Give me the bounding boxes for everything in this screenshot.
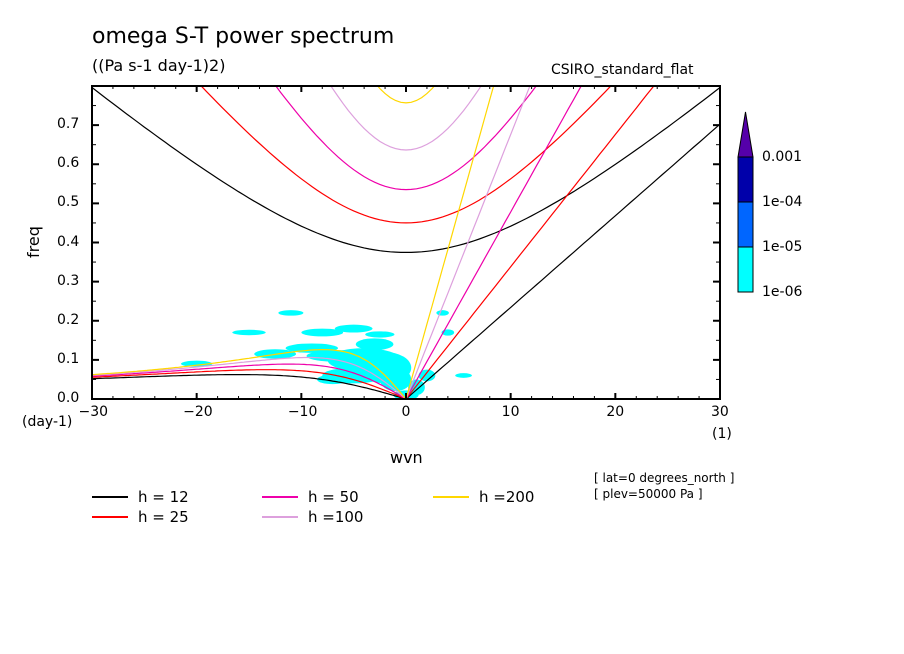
colorbar-label-0.001: 0.001 [762,149,803,165]
rossby-curve [92,348,407,399]
legend-swatch [92,496,128,498]
y-axis-label: freq [24,226,43,258]
dataset-label: CSIRO_standard_flat [551,62,694,78]
y-axis-units: (day-1) [22,414,73,430]
chart-title: omega S-T power spectrum [92,24,395,49]
legend-h100: h =100 [262,508,363,526]
y-tick-label: 0.4 [57,233,80,250]
legend-h12: h = 12 [92,488,189,506]
contour-region [455,373,472,378]
colorbar-label-1e-06: 1e-06 [762,284,803,300]
contour-region [365,331,395,338]
contour-region [317,374,349,385]
x-tick-label: 0 [401,404,411,420]
x-tick-label: −20 [183,404,213,420]
inertia-gravity-curve [330,86,482,151]
contour-region [180,360,213,367]
inertia-gravity-curve [92,87,720,253]
y-tick-label: 0.1 [57,350,80,367]
legend-label: h = 12 [138,488,189,506]
colorbar-extend-triangle [737,111,754,158]
inertia-gravity-curve [200,86,612,224]
contour-region [301,328,344,337]
contour-region [379,367,412,392]
y-tick-label: 0.3 [57,272,80,289]
y-tick-label: 0.6 [57,155,80,172]
x-tick-label: 30 [711,404,729,420]
y-tick-label: 0.7 [57,116,80,133]
inertia-gravity-curve [376,86,436,104]
legend-swatch [262,516,298,518]
kelvin-curve [405,123,720,399]
colorbar-label-1e-05: 1e-05 [762,239,803,255]
dispersion-curves [92,86,720,399]
legend-label: h =200 [479,488,535,506]
annotation-plev: [ plev=50000 Pa ] [594,487,703,501]
contour-layer [180,310,472,399]
colorbar-segment [737,246,754,293]
legend-swatch [433,496,469,498]
rossby-curve [92,369,407,399]
y-tick-label: 0.5 [57,194,80,211]
contour-region [334,324,373,333]
rossby-curve [92,363,407,399]
x-tick-label: 20 [606,404,625,420]
contour-region [436,310,449,316]
colorbar-label-1e-04: 1e-04 [762,194,803,210]
plot-frame [91,85,721,400]
legend-h25: h = 25 [92,508,189,526]
contour-region [278,310,304,316]
legend-h50: h = 50 [262,488,359,506]
legend-label: h =100 [308,508,364,526]
legend-label: h = 50 [308,488,359,506]
x-axis-label: wvn [390,448,423,467]
colorbar-segment [737,156,754,203]
contour-region [355,338,394,351]
y-tick-label: 0.0 [57,390,80,406]
kelvin-curve [405,86,495,399]
x-tick-label: 10 [501,404,520,420]
rossby-curve [92,374,407,399]
x-axis-units: (1) [712,426,732,442]
annotation-lat: [ lat=0 degrees_north ] [594,471,735,485]
kelvin-curve [405,86,655,399]
x-tick-label: −30 [78,404,109,420]
kelvin-curve [405,86,531,399]
legend-h200: h =200 [433,488,534,506]
chart-subtitle: ((Pa s-1 day-1)2) [92,56,226,75]
contour-region [285,343,338,353]
legend-swatch [92,516,128,518]
inertia-gravity-curve [275,86,537,191]
legend-label: h = 25 [138,508,189,526]
colorbar-segment [737,201,754,248]
rossby-curve [92,356,407,399]
contour-region [232,329,266,336]
kelvin-curve [405,86,582,399]
y-tick-label: 0.2 [57,311,80,328]
x-tick-label: −10 [287,404,318,420]
legend-swatch [262,496,298,498]
